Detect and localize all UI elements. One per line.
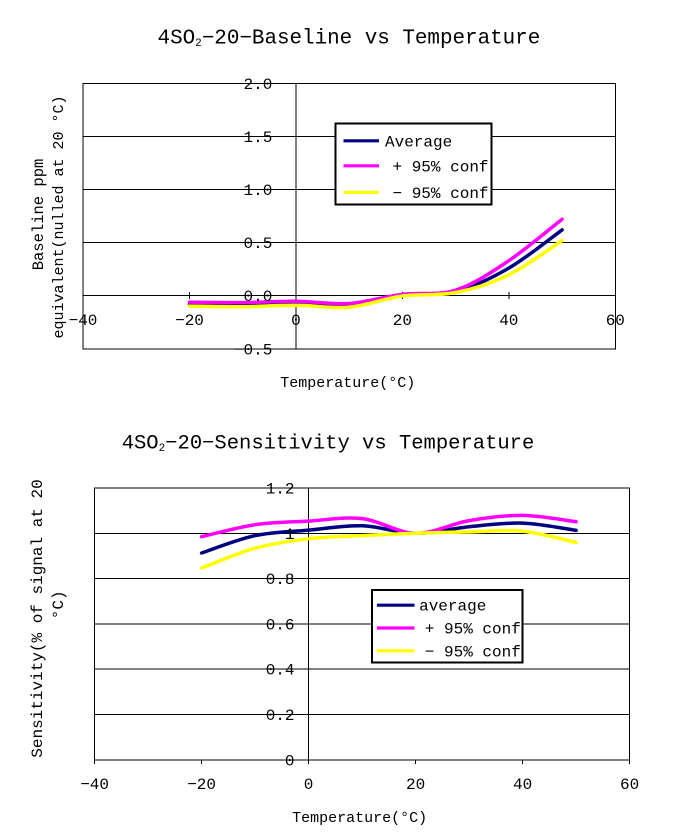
svg-text:− 95% conf: − 95% conf: [425, 643, 521, 661]
svg-text:0.0: 0.0: [243, 288, 272, 306]
svg-text:−40: −40: [80, 776, 109, 794]
svg-text:2.0: 2.0: [243, 76, 272, 94]
svg-text:0.4: 0.4: [266, 662, 295, 680]
svg-text:average: average: [419, 598, 486, 616]
svg-text:40: 40: [499, 312, 518, 330]
svg-text:1.0: 1.0: [243, 182, 272, 200]
svg-text:0.6: 0.6: [266, 616, 295, 634]
svg-text:−0.5: −0.5: [234, 341, 272, 359]
svg-text:−20: −20: [175, 312, 204, 330]
svg-text:Temperature(°C): Temperature(°C): [280, 375, 415, 392]
svg-text:Sensitivity(% of signal at 20: Sensitivity(% of signal at 20: [29, 479, 47, 757]
svg-text:60: 60: [606, 312, 625, 330]
svg-text:−20: −20: [187, 776, 216, 794]
svg-text:Temperature(°C): Temperature(°C): [292, 810, 427, 827]
svg-text:equivalent(nulled at 20 °C): equivalent(nulled at 20 °C): [51, 95, 68, 338]
svg-text:20: 20: [406, 776, 425, 794]
svg-text:1: 1: [285, 526, 295, 544]
svg-text:− 95% conf: − 95% conf: [393, 185, 489, 203]
svg-text:1.2: 1.2: [266, 481, 295, 499]
svg-text:40: 40: [513, 776, 532, 794]
svg-text:0.8: 0.8: [266, 571, 295, 589]
svg-text:0: 0: [304, 776, 314, 794]
svg-text:4SO2−20−Baseline vs Temperatur: 4SO2−20−Baseline vs Temperature: [158, 28, 541, 51]
svg-text:1.5: 1.5: [243, 129, 272, 147]
svg-text:°C): °C): [50, 590, 68, 619]
svg-text:+ 95% conf: + 95% conf: [393, 158, 489, 176]
svg-text:Baseline ppm: Baseline ppm: [30, 159, 48, 271]
svg-text:20: 20: [393, 312, 412, 330]
svg-text:0.2: 0.2: [266, 707, 295, 725]
svg-text:+ 95% conf: + 95% conf: [425, 621, 521, 639]
svg-text:−40: −40: [69, 312, 98, 330]
svg-text:Average: Average: [385, 133, 452, 151]
svg-text:60: 60: [620, 776, 639, 794]
svg-text:0.5: 0.5: [243, 235, 272, 253]
svg-text:0: 0: [285, 752, 295, 770]
svg-text:4SO2−20−Sensitivity vs Tempera: 4SO2−20−Sensitivity vs Temperature: [122, 433, 535, 456]
svg-text:0: 0: [291, 312, 301, 330]
